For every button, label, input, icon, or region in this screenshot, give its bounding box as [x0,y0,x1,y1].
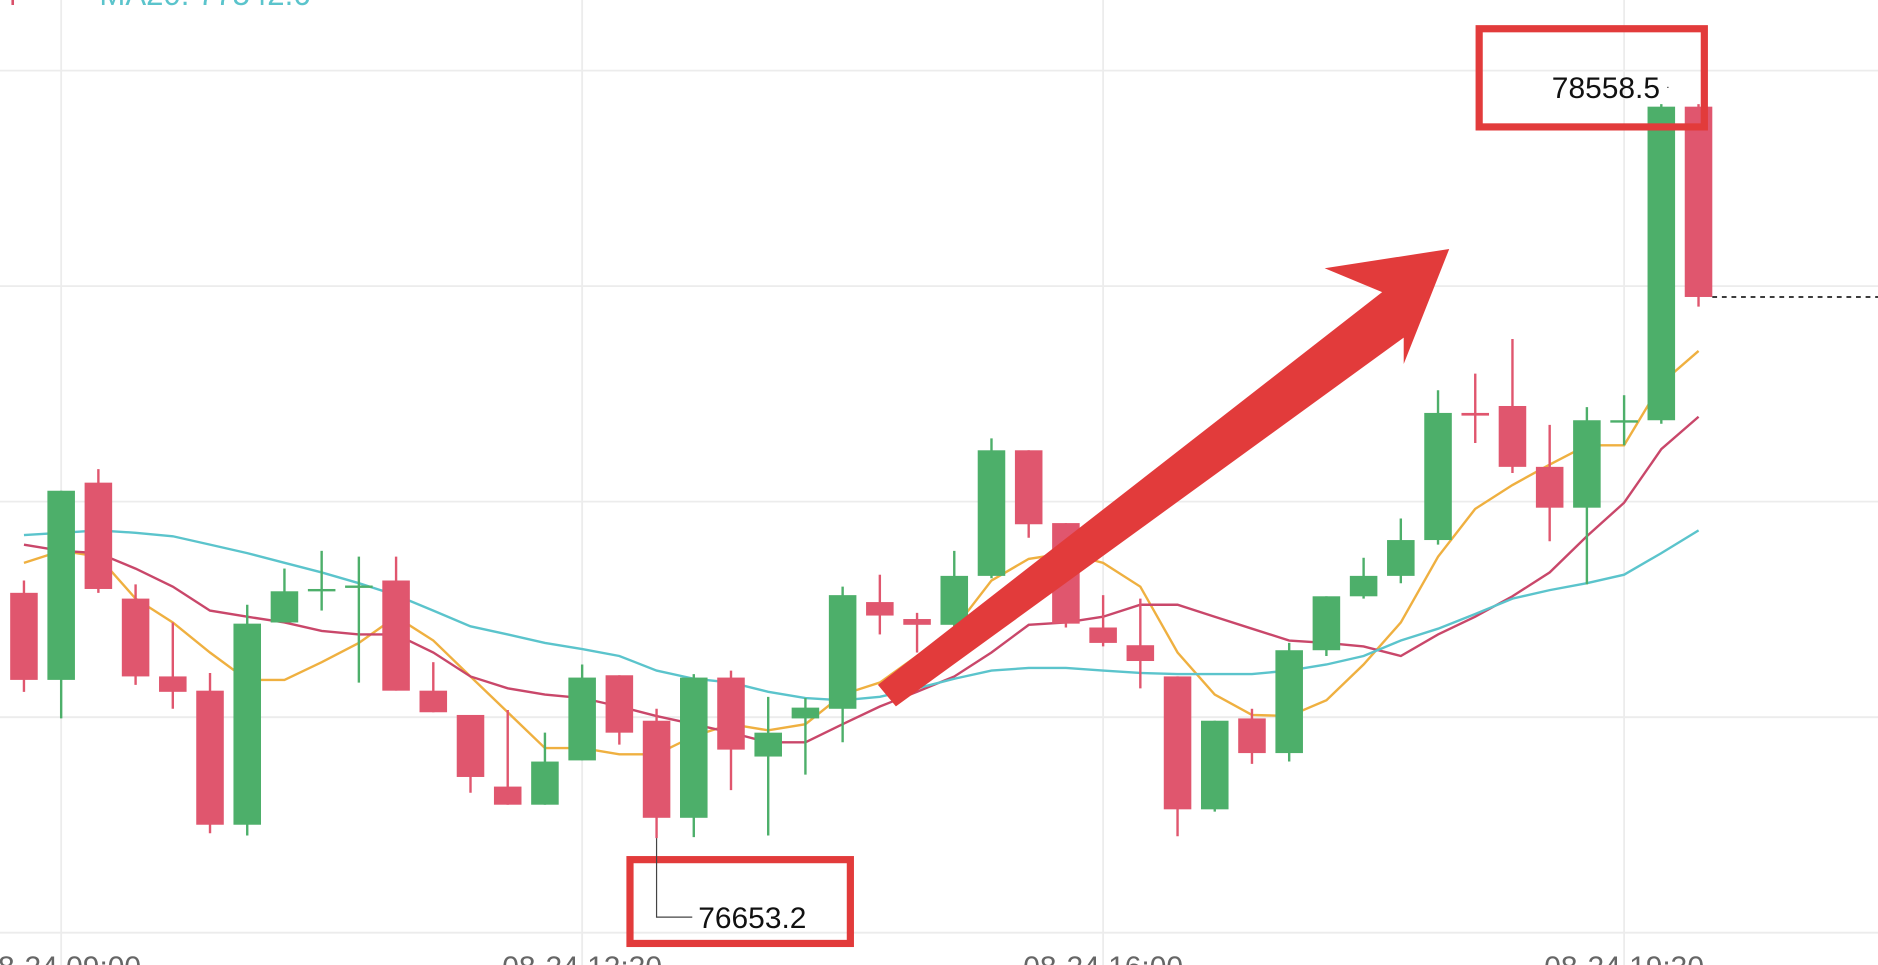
candle-body [159,676,187,692]
candle-body [1610,420,1638,423]
candle-body [1238,718,1266,754]
candle-body [121,598,150,677]
legend-entry: 3.4 [0,0,18,12]
candle-body [1684,106,1713,297]
low-label: 76653.2 [698,902,806,935]
candle-body [1349,575,1378,597]
candle-body [84,482,113,589]
candle-body [1647,106,1676,421]
candle-body [419,690,448,713]
x-tick-label: 08-24 16:00 [1023,951,1183,965]
candle-body [754,732,782,757]
candle-body [791,707,820,719]
candles [10,104,1878,839]
x-tick-label: 08-24 12:30 [502,951,662,965]
candle-body [1461,412,1490,416]
candle-body [493,786,522,805]
candle-body [307,588,336,592]
candle-body [47,490,75,680]
candle-body [642,720,671,818]
highlight-box [1475,25,1708,131]
ma-line [23,415,1700,744]
horizontal-grid [0,69,1878,934]
candle-body [605,675,634,733]
ma-line [23,529,1700,702]
labels: 3.4 MA20: 77542.6 08-24 09:00 08-24 12:30 08… [0,0,1704,965]
candle-body [196,690,224,825]
candle-body [1126,645,1155,662]
candle-body [977,450,1006,576]
candle-body [866,602,894,616]
trend-arrow [877,249,1450,707]
candle-body [233,623,262,825]
candle-body [1163,676,1192,810]
candle-body [1573,420,1601,508]
candle-body [828,595,857,709]
candle-body [568,677,596,761]
candle-body [1275,650,1303,754]
candle-body [680,677,708,818]
candle-body [531,761,559,805]
candle-body [940,575,969,625]
high-label: 78558.5 [1552,72,1660,105]
annotations [626,25,1708,948]
candle-body [270,591,299,623]
candle-body [1014,450,1043,525]
candle-body [1312,596,1341,651]
x-tick-label: 08-24 19:30 [1544,951,1704,965]
highlight-box [626,856,854,948]
legend-entry: MA20: 77542.6 [99,0,310,12]
x-tick-label: 08-24 09:00 [0,951,141,965]
candle-body [1089,627,1117,643]
leader-line [655,838,693,918]
candle-body [1200,720,1229,810]
ma-line [23,350,1700,756]
candle-body [345,585,373,588]
candle-body [1535,466,1564,508]
candle-body [1424,412,1452,541]
candle-body [456,714,485,777]
candle-body [1498,405,1527,467]
candle-body [903,619,931,625]
candle-body [1387,540,1415,576]
ma-lines [23,350,1700,756]
candle-body [382,580,410,691]
vertical-grid [60,0,1625,965]
candle-body [717,677,745,750]
candle-body [10,592,38,680]
